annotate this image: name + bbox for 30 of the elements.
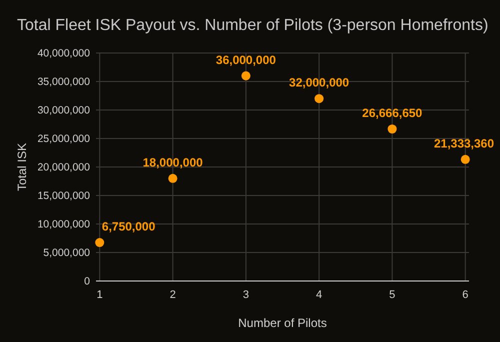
y-tick-label: 20,000,000 bbox=[37, 162, 90, 174]
chart-title: Total Fleet ISK Payout vs. Number of Pilots (3-person Homefronts) bbox=[17, 17, 488, 34]
y-tick-label: 40,000,000 bbox=[37, 48, 90, 60]
x-tick-label: 5 bbox=[389, 289, 396, 301]
x-tick-label: 4 bbox=[316, 289, 322, 301]
data-label: 6,750,000 bbox=[102, 220, 156, 234]
point bbox=[460, 154, 470, 164]
data-label: 21,333,360 bbox=[434, 136, 494, 150]
y-axis-title: Total ISK bbox=[15, 142, 29, 192]
y-tick-label: 35,000,000 bbox=[37, 76, 90, 88]
y-tick-label: 10,000,000 bbox=[37, 218, 90, 231]
y-tick-label: 15,000,000 bbox=[37, 190, 90, 202]
data-label: 36,000,000 bbox=[216, 52, 276, 67]
y-tick-label: 30,000,000 bbox=[37, 104, 90, 117]
point bbox=[95, 238, 104, 248]
data-label: 18,000,000 bbox=[142, 155, 204, 170]
data-label: 26,666,650 bbox=[362, 106, 423, 120]
y-tick-label: 25,000,000 bbox=[37, 133, 90, 146]
x-tick-label: 1 bbox=[96, 289, 103, 301]
point bbox=[388, 124, 397, 134]
point bbox=[168, 174, 178, 183]
point bbox=[241, 71, 250, 80]
x-tick-label: 2 bbox=[170, 289, 176, 301]
point bbox=[314, 94, 324, 104]
y-tick-label: 5,000,000 bbox=[43, 247, 90, 260]
data-label: 32,000,000 bbox=[289, 76, 350, 90]
x-tick-label: 6 bbox=[462, 289, 468, 301]
y-tick-label: 0 bbox=[84, 276, 90, 288]
x-tick-label: 3 bbox=[242, 289, 249, 301]
x-axis-title: Number of Pilots bbox=[238, 316, 327, 330]
